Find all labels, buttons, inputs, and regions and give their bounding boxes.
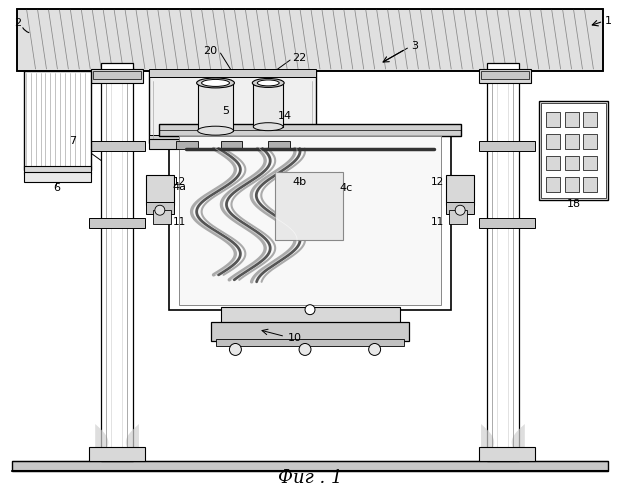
Ellipse shape [197, 78, 234, 88]
Bar [24, 71, 91, 170]
Bar [583, 112, 598, 126]
Circle shape [299, 344, 311, 355]
Circle shape [155, 205, 165, 215]
Bar [24, 166, 91, 174]
Bar [159, 124, 461, 136]
Bar [175, 140, 198, 148]
Ellipse shape [254, 122, 283, 130]
Bar [487, 63, 519, 461]
Bar [546, 112, 560, 126]
Circle shape [455, 205, 465, 215]
Bar [583, 134, 598, 148]
Polygon shape [93, 447, 109, 461]
Bar [221, 140, 242, 148]
Bar [146, 202, 174, 214]
Text: 5: 5 [222, 106, 229, 116]
Bar [101, 63, 133, 461]
Bar [479, 447, 534, 461]
Text: 4a: 4a [173, 182, 187, 192]
Bar [93, 71, 141, 79]
Bar [24, 172, 91, 182]
Text: 7: 7 [69, 136, 76, 145]
Bar [17, 10, 603, 71]
Bar [211, 322, 409, 342]
Bar [12, 461, 608, 471]
Ellipse shape [198, 126, 233, 135]
Bar [546, 134, 560, 148]
Text: 6: 6 [53, 184, 60, 194]
Bar [91, 69, 143, 83]
Ellipse shape [257, 80, 279, 86]
Text: 12: 12 [173, 178, 186, 188]
Ellipse shape [252, 78, 284, 88]
Text: 14: 14 [278, 111, 292, 120]
Bar [446, 202, 474, 214]
Circle shape [229, 344, 241, 355]
Bar [268, 140, 290, 148]
Circle shape [305, 304, 315, 314]
Text: 1: 1 [604, 16, 611, 26]
Ellipse shape [202, 80, 229, 86]
Bar [153, 210, 170, 224]
Bar [539, 101, 608, 200]
Text: 2: 2 [14, 18, 21, 28]
Polygon shape [487, 447, 503, 461]
Bar [169, 126, 451, 310]
Bar [541, 103, 606, 198]
Bar [583, 156, 598, 170]
Bar [565, 156, 578, 170]
Text: 4c: 4c [340, 184, 353, 194]
Bar [254, 83, 283, 126]
Bar [198, 83, 233, 130]
Text: 4b: 4b [292, 178, 306, 188]
Bar [17, 10, 603, 71]
Bar [546, 156, 560, 170]
Bar [89, 447, 145, 461]
Bar [446, 176, 474, 205]
Bar [89, 218, 145, 228]
Bar [565, 134, 578, 148]
Text: 22: 22 [292, 53, 306, 63]
Bar [149, 69, 316, 77]
Bar [450, 210, 467, 224]
Text: 11: 11 [173, 217, 186, 227]
Bar [149, 134, 316, 142]
Bar [565, 112, 578, 126]
Circle shape [369, 344, 381, 355]
Bar [179, 136, 441, 304]
Bar [565, 178, 578, 192]
Bar [146, 176, 174, 205]
Bar [479, 69, 531, 83]
Bar [583, 178, 598, 192]
Bar [481, 71, 529, 79]
Text: 12: 12 [431, 178, 445, 188]
Bar [216, 338, 404, 346]
Text: 10: 10 [288, 332, 302, 342]
Bar [275, 172, 343, 240]
Bar [479, 140, 534, 150]
Bar [221, 306, 399, 324]
Bar [546, 178, 560, 192]
Text: 3: 3 [411, 41, 418, 51]
Text: 20: 20 [203, 46, 218, 56]
Bar [149, 71, 316, 142]
Text: 11: 11 [431, 217, 445, 227]
Text: Фиг . 1: Фиг . 1 [278, 468, 342, 486]
Text: 18: 18 [567, 200, 580, 209]
Bar [89, 140, 145, 150]
Bar [149, 138, 316, 148]
Bar [479, 218, 534, 228]
